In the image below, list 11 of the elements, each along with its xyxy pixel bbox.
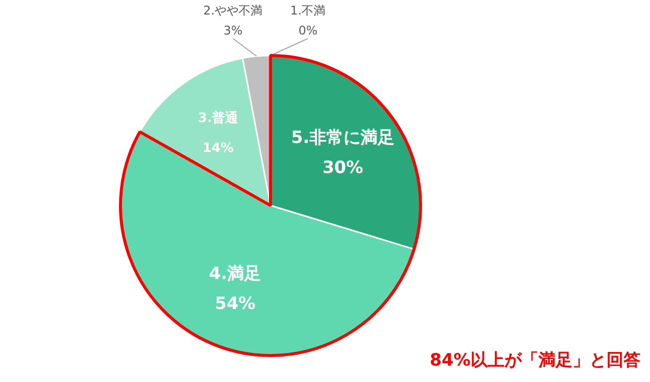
- data-label: 14%: [202, 140, 234, 156]
- text: 0%: [298, 24, 318, 38]
- data-label: 3%: [223, 24, 243, 38]
- slice-label: 4.満足: [208, 264, 262, 284]
- data-label: 54%: [214, 294, 256, 314]
- slice-label: 2.やや不満: [203, 4, 263, 18]
- text: 84%以上が「満足」と回答: [430, 350, 641, 370]
- slice-label: 3.普通: [198, 110, 240, 126]
- category-label: 1.不満: [290, 4, 326, 18]
- slice-label: 5.非常に満足: [291, 128, 394, 148]
- data-label: 30%: [322, 158, 364, 178]
